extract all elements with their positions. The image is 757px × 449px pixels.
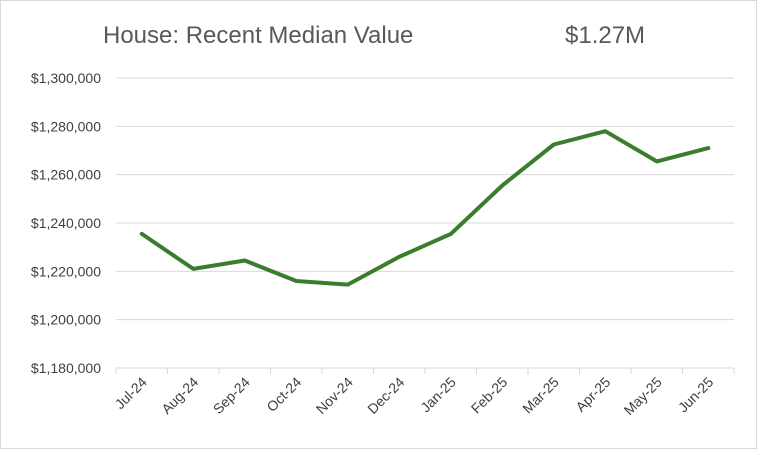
y-tick-label: $1,220,000: [31, 263, 101, 279]
gridlines: [116, 77, 734, 369]
y-tick-label: $1,240,000: [31, 215, 101, 231]
x-tick-label: Dec-24: [364, 374, 407, 417]
y-tick-label: $1,180,000: [31, 360, 101, 376]
x-tick-labels: Jul-24 Aug-24 Sep-24 Oct-24 Nov-24 Dec-24 Jan-…: [112, 374, 717, 418]
x-tick-label: Jul-24: [112, 374, 150, 412]
x-tick-label: Apr-25: [572, 374, 613, 415]
x-axis: [115, 368, 735, 374]
y-tick-label: $1,260,000: [31, 167, 101, 183]
x-tick-label: Aug-24: [158, 374, 201, 417]
chart-title: House: Recent Median Value: [103, 22, 413, 49]
x-tick-label: May-25: [621, 374, 665, 418]
y-tick-label: $1,280,000: [31, 118, 101, 134]
series-lines: [139, 129, 711, 287]
x-tick-label: Feb-25: [468, 374, 511, 417]
x-tick-label: Jun-25: [675, 374, 717, 416]
series-line: [139, 129, 711, 287]
x-tick-label: Jan-25: [417, 374, 459, 416]
x-tick-label: Sep-24: [210, 374, 253, 417]
y-tick-label: $1,200,000: [31, 312, 101, 328]
y-tick-label: $1,300,000: [31, 70, 101, 86]
headline-value: $1.27M: [565, 22, 645, 49]
x-tick-label: Mar-25: [519, 374, 562, 417]
y-tick-labels: $1,180,000 $1,200,000 $1,220,000 $1,240,000…: [31, 70, 101, 376]
x-tick-label: Nov-24: [313, 374, 356, 417]
x-tick-label: Oct-24: [263, 374, 304, 415]
